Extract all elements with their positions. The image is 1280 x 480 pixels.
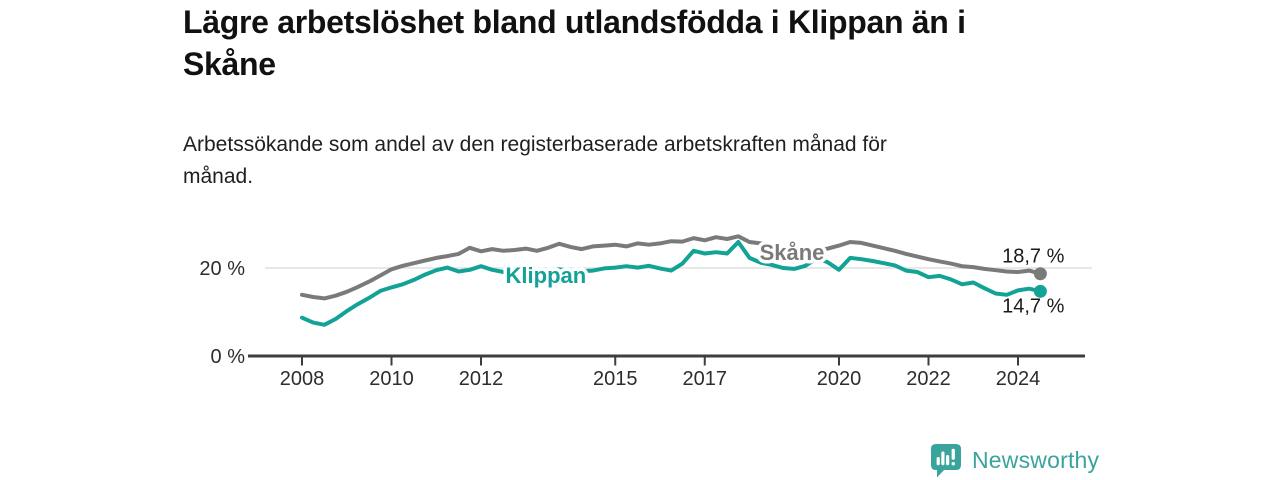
- page-title: Lägre arbetslöshet bland utlandsfödda i …: [183, 2, 966, 85]
- x-tick-label-2010: 2010: [369, 368, 414, 390]
- page-title-line-2: Skåne: [183, 45, 276, 82]
- end-dot-Klippan: [1033, 284, 1047, 298]
- speech-bubble-bar-chart-icon: [931, 443, 961, 477]
- end-value-label-Klippan: 14,7 %: [1002, 295, 1064, 317]
- x-tick-label-2022: 2022: [906, 368, 951, 390]
- series-line-Klippan: [300, 240, 1043, 327]
- x-tick-label-2012: 2012: [459, 368, 504, 390]
- y-tick-label-20: 20 %: [199, 258, 245, 280]
- chart-subtitle-line-1: Arbetssökande som andel av den registerb…: [183, 133, 887, 156]
- y-tick-label-0: 0 %: [211, 346, 246, 368]
- chart-subtitle-line-2: månad.: [183, 164, 254, 188]
- x-tick-label-2017: 2017: [683, 368, 728, 390]
- x-tick-label-2020: 2020: [817, 368, 862, 390]
- newsworthy-logo: Newsworthy: [929, 441, 1099, 479]
- series-inline-label-Klippan: Klippan: [506, 263, 587, 288]
- page-title-line-1: Lägre arbetslöshet bland utlandsfödda i …: [183, 4, 966, 40]
- x-tick-label-2008: 2008: [280, 368, 325, 390]
- unemployment-line-chart: 2008 2010 2012 2015 2017 2020 2022 2024 20 % 0 % 1…: [199, 234, 1092, 390]
- chart-subtitle: Arbetssökande som andel av den registerb…: [183, 129, 887, 192]
- newsworthy-wordmark: Newsworthy: [972, 446, 1100, 473]
- end-value-label-Skåne: 18,7 %: [1002, 246, 1064, 268]
- series-inline-label-Skåne: Skåne: [760, 240, 825, 265]
- x-tick-label-2024: 2024: [996, 368, 1041, 390]
- end-dot-Skåne: [1033, 267, 1047, 281]
- series-line-Skåne: [300, 234, 1043, 301]
- x-tick-label-2015: 2015: [593, 368, 638, 390]
